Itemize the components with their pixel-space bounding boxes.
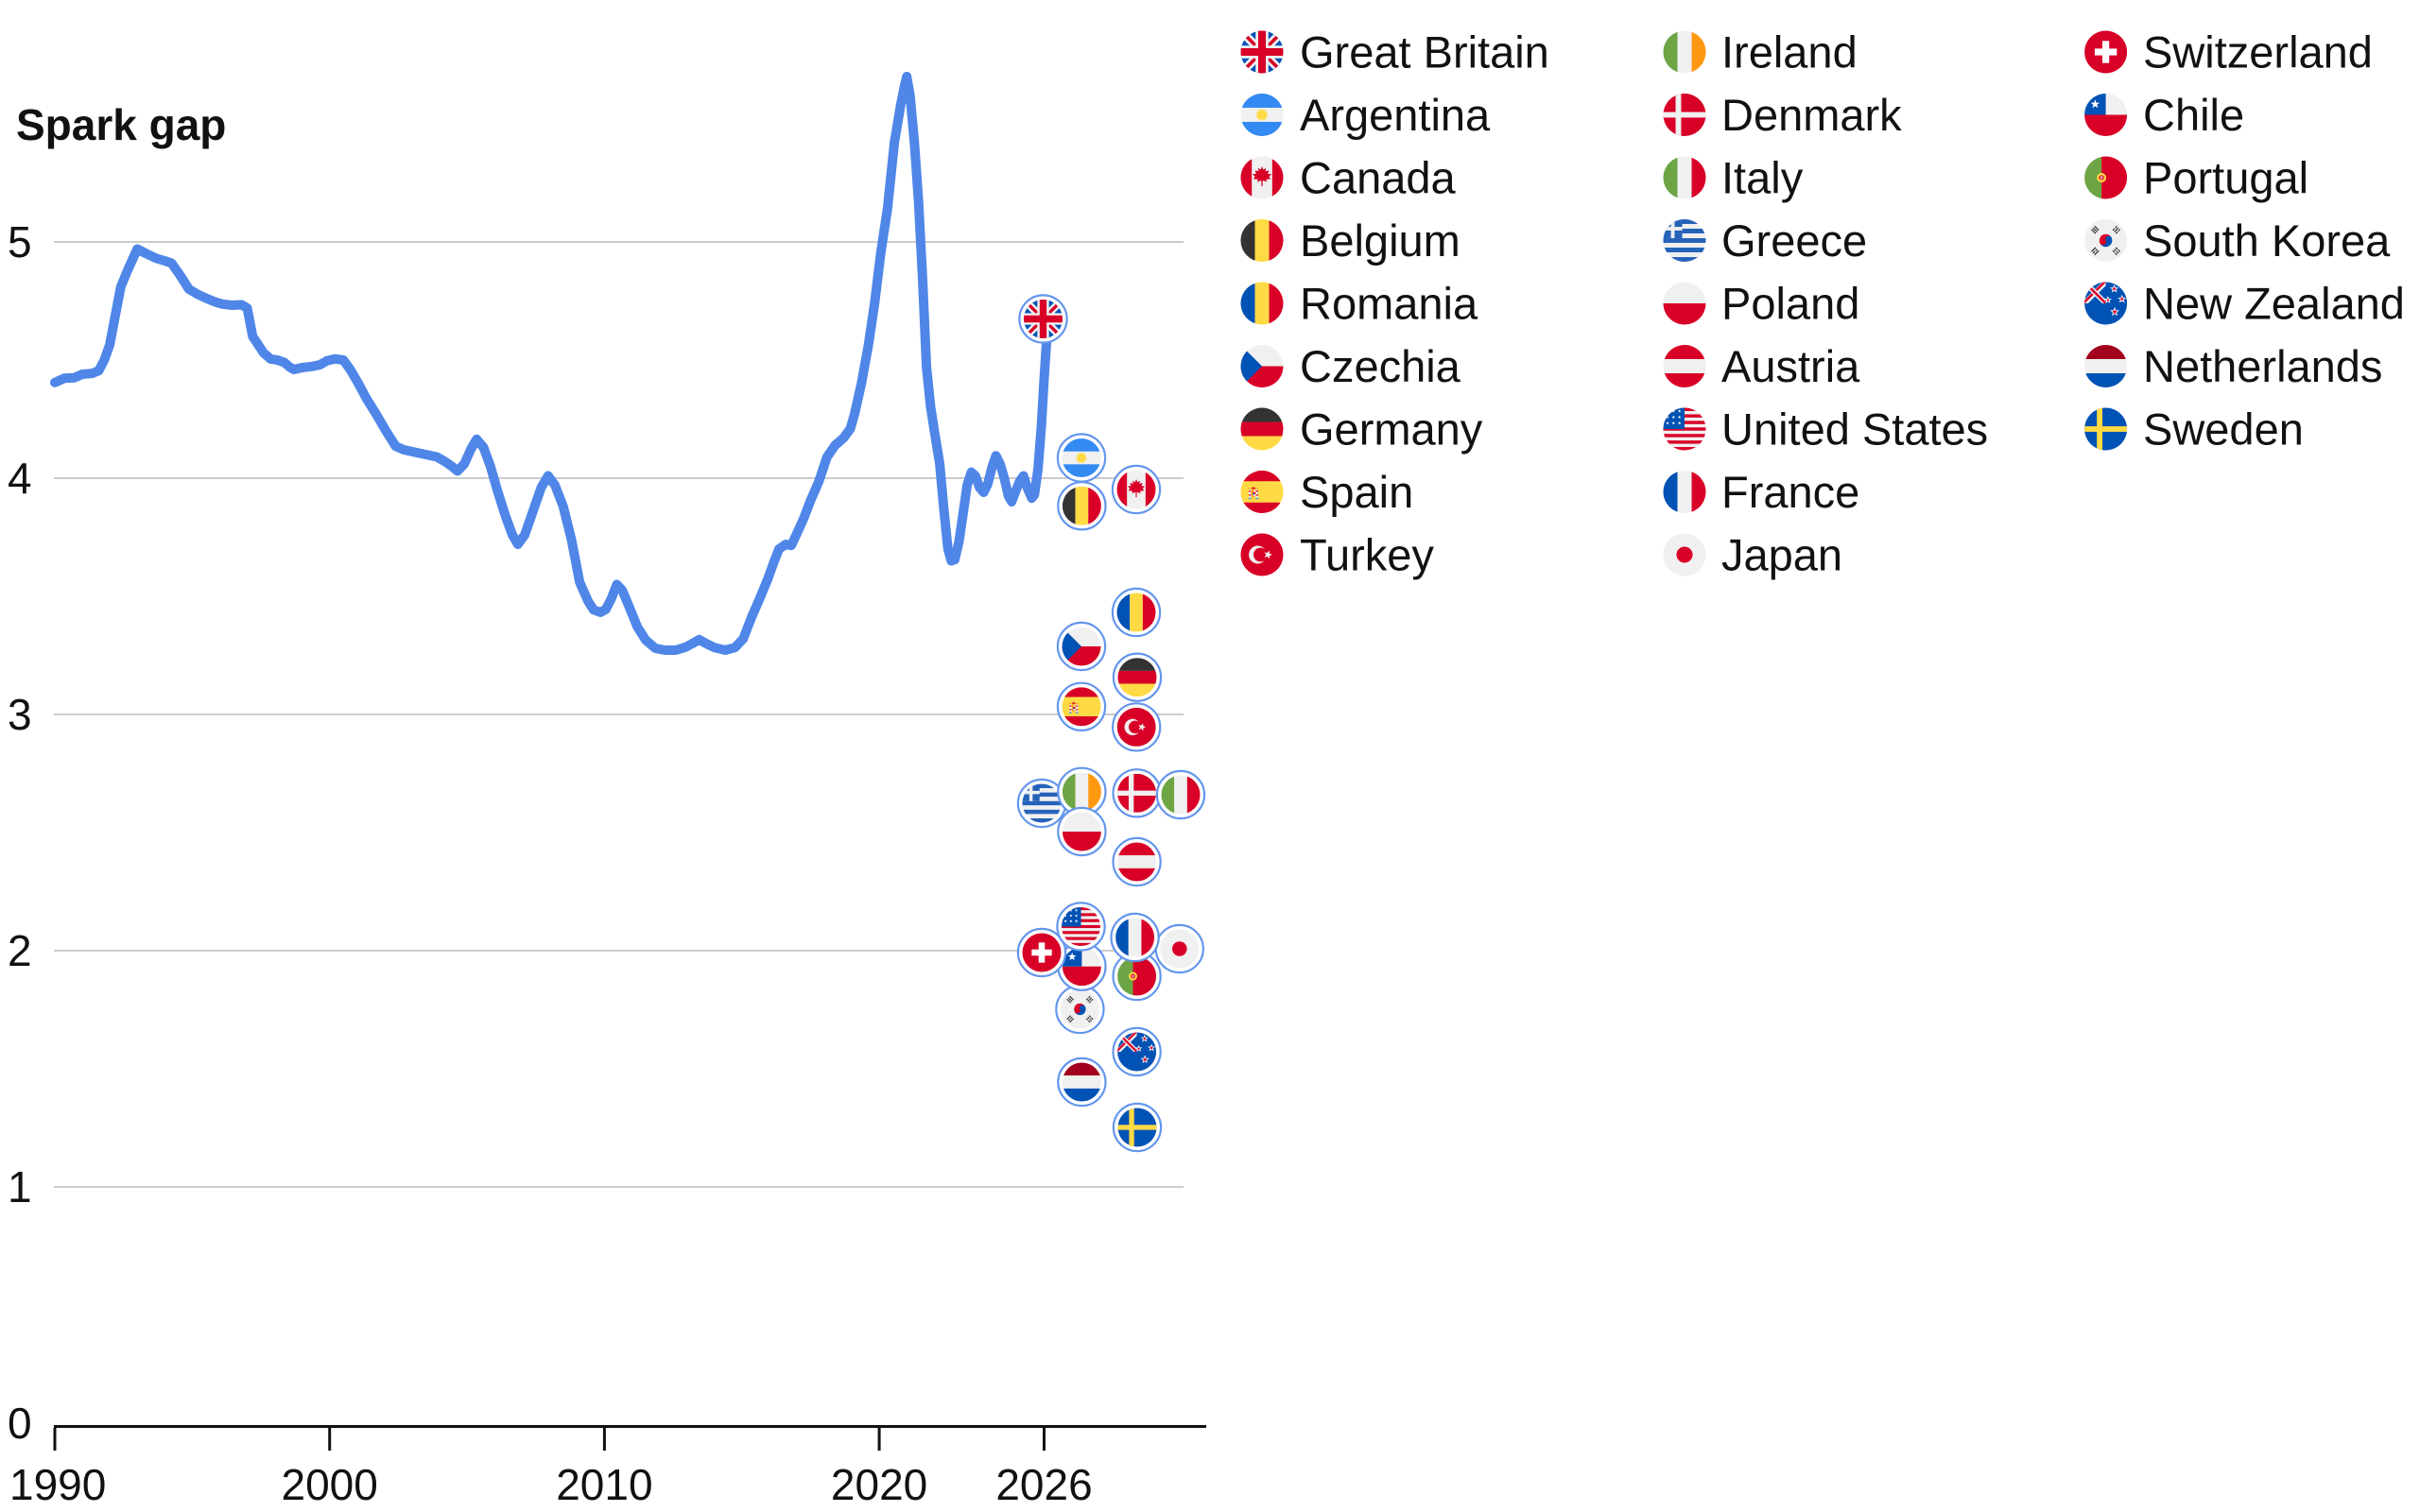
- svg-text:Sweden: Sweden: [2143, 404, 2304, 455]
- svg-text:2020: 2020: [831, 1460, 927, 1509]
- svg-text:Netherlands: Netherlands: [2143, 341, 2382, 391]
- svg-text:3: 3: [8, 690, 32, 739]
- svg-text:Switzerland: Switzerland: [2143, 27, 2373, 77]
- svg-text:Ireland: Ireland: [1721, 27, 1858, 77]
- svg-text:2: 2: [8, 926, 32, 975]
- svg-text:Spain: Spain: [1300, 467, 1413, 517]
- svg-text:Turkey: Turkey: [1300, 530, 1434, 580]
- svg-text:New Zealand: New Zealand: [2143, 279, 2405, 329]
- svg-text:Germany: Germany: [1300, 404, 1483, 455]
- svg-text:Belgium: Belgium: [1300, 215, 1461, 266]
- svg-text:Austria: Austria: [1721, 341, 1860, 391]
- svg-text:Canada: Canada: [1300, 153, 1456, 203]
- svg-text:South Korea: South Korea: [2143, 215, 2391, 266]
- svg-text:Greece: Greece: [1721, 215, 1867, 266]
- svg-text:1990: 1990: [9, 1460, 106, 1509]
- svg-text:2026: 2026: [995, 1460, 1092, 1509]
- svg-text:Spark gap: Spark gap: [16, 100, 226, 149]
- svg-text:Argentina: Argentina: [1300, 90, 1491, 140]
- svg-text:0: 0: [8, 1399, 32, 1448]
- svg-text:France: France: [1721, 467, 1859, 517]
- svg-text:2010: 2010: [556, 1460, 652, 1509]
- svg-text:Chile: Chile: [2143, 90, 2244, 140]
- svg-text:Great Britain: Great Britain: [1300, 27, 1549, 77]
- svg-text:Romania: Romania: [1300, 279, 1478, 329]
- svg-text:Czechia: Czechia: [1300, 341, 1461, 391]
- svg-text:1: 1: [8, 1162, 32, 1211]
- svg-text:Poland: Poland: [1721, 279, 1859, 329]
- svg-text:Japan: Japan: [1721, 530, 1842, 580]
- svg-text:Denmark: Denmark: [1721, 90, 1902, 140]
- svg-text:2000: 2000: [282, 1460, 378, 1509]
- svg-text:United States: United States: [1721, 404, 1988, 455]
- svg-text:5: 5: [8, 217, 32, 266]
- svg-text:Portugal: Portugal: [2143, 153, 2308, 203]
- svg-text:4: 4: [8, 454, 32, 503]
- svg-text:Italy: Italy: [1721, 153, 1804, 203]
